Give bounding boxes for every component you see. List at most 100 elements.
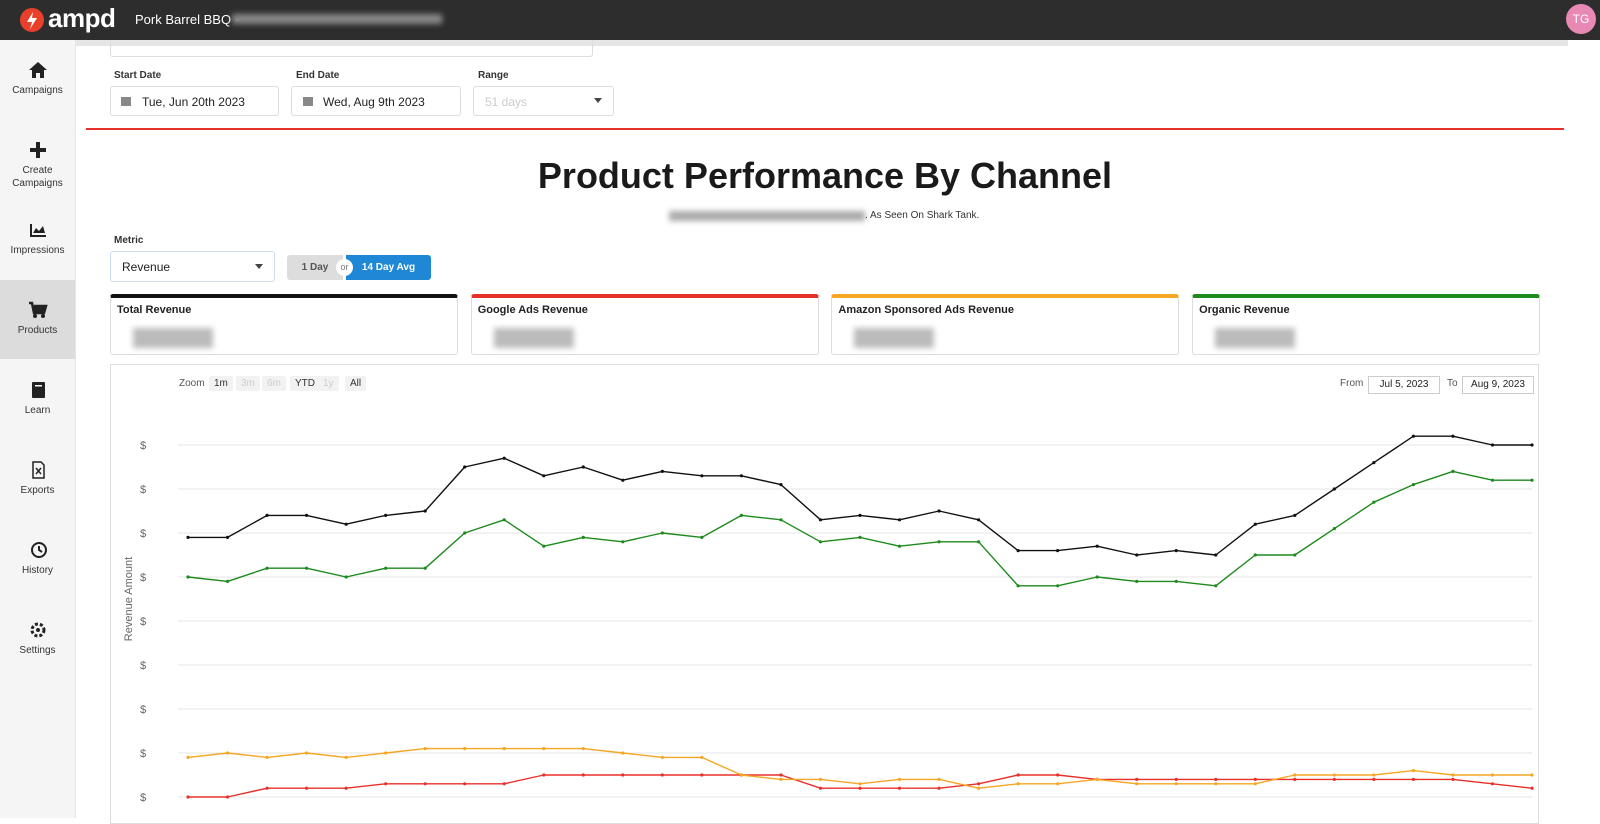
data-point — [700, 755, 704, 759]
data-point — [739, 773, 744, 777]
data-point — [897, 777, 902, 781]
data-point — [1411, 434, 1416, 438]
card-title: Organic Revenue — [1199, 304, 1290, 316]
nav-item[interactable]: Settings — [0, 600, 75, 679]
top-strip — [76, 40, 1568, 46]
data-point — [1372, 773, 1376, 777]
nav-label: Settings — [19, 645, 56, 656]
account-name[interactable]: Pork Barrel BBQ · — [135, 12, 240, 27]
zoom-button[interactable]: 1m — [209, 376, 233, 391]
nav-label: Products — [17, 325, 58, 336]
zoom-button[interactable]: All — [345, 376, 367, 391]
data-point — [858, 535, 862, 539]
data-point — [542, 544, 546, 548]
data-point — [581, 747, 585, 751]
data-point — [937, 786, 941, 790]
data-point — [700, 773, 704, 777]
nav-label: Impressions — [10, 245, 65, 256]
avatar[interactable]: TG — [1566, 4, 1596, 34]
data-point — [1293, 777, 1297, 781]
data-point — [1056, 782, 1060, 786]
data-point — [304, 513, 309, 517]
data-point — [1530, 786, 1534, 790]
zoom-button[interactable]: 3m — [236, 376, 260, 391]
data-point — [660, 755, 664, 759]
data-point — [1411, 777, 1416, 781]
data-point — [225, 751, 230, 755]
data-point — [779, 518, 783, 522]
data-point — [423, 509, 427, 513]
data-point — [344, 522, 348, 526]
metric-card: Amazon Sponsored Ads Revenue — [831, 294, 1180, 355]
nav-item[interactable]: Campaigns — [0, 40, 75, 119]
data-point — [818, 786, 823, 790]
data-point — [937, 540, 941, 544]
data-point — [739, 513, 744, 517]
data-point — [1253, 522, 1257, 526]
blurred-text — [232, 14, 442, 24]
data-point — [1135, 579, 1139, 583]
data-point — [976, 540, 981, 544]
sidebar: Campaigns Create Campaigns Impressions Prod… — [0, 40, 76, 818]
nav-item[interactable]: History — [0, 520, 75, 599]
caret — [594, 98, 602, 103]
zoom-button[interactable]: YTD — [290, 376, 320, 391]
nav-item[interactable]: Learn — [0, 360, 75, 439]
data-point — [186, 575, 190, 579]
nav-label: Create Campaigns — [12, 165, 63, 189]
data-point — [621, 478, 625, 482]
data-point — [581, 465, 585, 469]
data-point — [1135, 553, 1139, 557]
data-point — [542, 747, 546, 751]
zoom-button[interactable]: 6m — [262, 376, 286, 391]
zoom-button[interactable]: 1y — [318, 376, 339, 391]
data-point — [304, 751, 309, 755]
nav-item[interactable]: Impressions — [0, 200, 75, 279]
metric-label: Metric — [114, 235, 144, 246]
data-point — [1095, 575, 1099, 579]
data-point — [502, 782, 506, 786]
y-tick-label: $ — [140, 572, 146, 584]
data-point — [1095, 777, 1099, 781]
data-point — [976, 786, 981, 790]
range-select[interactable]: 51 days — [473, 86, 614, 116]
data-point — [897, 518, 902, 522]
end-label: End Date — [296, 70, 340, 81]
nav-item[interactable]: Create Campaigns — [0, 120, 75, 199]
data-point — [1451, 777, 1455, 781]
from-input[interactable]: Jul 5, 2023 — [1368, 376, 1440, 394]
start-date[interactable]: Tue, Jun 20th 2023 — [110, 86, 279, 116]
data-point — [1411, 483, 1416, 487]
data-point — [1332, 527, 1336, 531]
toggle-1-day[interactable]: 1 Day — [287, 255, 343, 280]
end-date[interactable]: Wed, Aug 9th 2023 — [291, 86, 461, 116]
data-point — [818, 518, 823, 522]
data-point — [186, 795, 190, 799]
data-point — [304, 786, 309, 790]
data-point — [225, 535, 230, 539]
data-point — [1056, 584, 1060, 588]
data-point — [1490, 443, 1495, 447]
data-point — [937, 777, 941, 781]
data-point — [186, 535, 190, 539]
data-point — [621, 773, 625, 777]
toggle-14-day[interactable]: 14 Day Avg — [346, 255, 431, 280]
metric-select[interactable]: Revenue — [110, 251, 275, 282]
nav-icon — [28, 301, 48, 318]
nav-item[interactable]: Exports — [0, 440, 75, 519]
card-title: Total Revenue — [117, 304, 192, 316]
data-point — [1530, 773, 1534, 777]
data-point — [1135, 777, 1139, 781]
y-tick-label: $ — [140, 484, 146, 496]
blurred-value — [493, 328, 574, 348]
data-point — [858, 782, 862, 786]
nav-icon — [31, 382, 45, 398]
to-input[interactable]: Aug 9, 2023 — [1462, 376, 1534, 394]
data-point — [502, 747, 506, 751]
data-point — [384, 513, 388, 517]
nav-item[interactable]: Products — [0, 280, 75, 359]
start-label: Start Date — [114, 70, 162, 81]
data-point — [1490, 478, 1495, 482]
data-point — [976, 782, 981, 786]
metric-card: Organic Revenue — [1192, 294, 1541, 355]
